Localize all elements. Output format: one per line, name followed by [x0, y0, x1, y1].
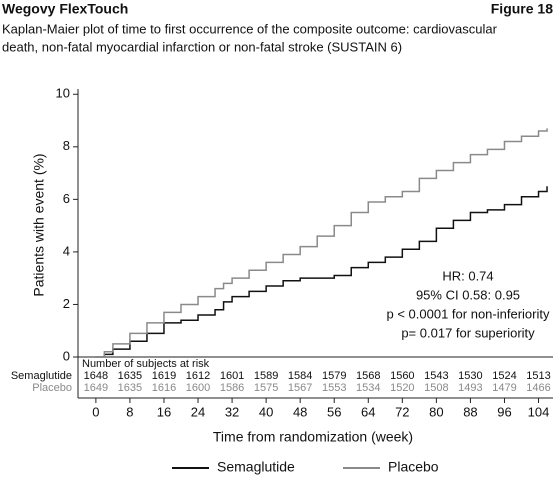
risk-value: 1648: [84, 370, 108, 382]
risk-value: 1479: [492, 382, 516, 394]
x-tick-label: 16: [157, 404, 171, 419]
x-tick-label: 0: [92, 404, 99, 419]
risk-value: 1530: [458, 370, 482, 382]
risk-value: 1584: [288, 370, 312, 382]
x-tick-label: 104: [528, 404, 550, 419]
risk-row-name: Placebo: [32, 382, 72, 394]
annotation: p= 0.017 for superiority: [401, 325, 535, 340]
risk-value: 1619: [152, 370, 176, 382]
y-tick-label: 10: [56, 86, 70, 101]
x-tick-label: 8: [126, 404, 133, 419]
risk-value: 1649: [84, 382, 108, 394]
legend-label: Semaglutide: [217, 459, 295, 475]
km-curve: [95, 128, 548, 358]
risk-value: 1635: [118, 370, 142, 382]
risk-value: 1560: [390, 370, 414, 382]
legend-label: Placebo: [388, 459, 439, 475]
risk-value: 1466: [526, 382, 550, 394]
risk-table-title: Number of subjects at risk: [82, 358, 210, 370]
y-tick-label: 0: [63, 348, 70, 363]
y-axis-title: Patients with event (%): [31, 153, 47, 296]
chart-title-line2: death, non-fatal myocardial infarction o…: [2, 39, 402, 54]
risk-value: 1513: [526, 370, 550, 382]
risk-value: 1508: [424, 382, 448, 394]
x-tick-label: 48: [293, 404, 307, 419]
x-tick-label: 40: [259, 404, 273, 419]
risk-value: 1567: [288, 382, 312, 394]
x-axis-title: Time from randomization (week): [213, 429, 413, 445]
y-tick-label: 4: [63, 243, 70, 258]
risk-value: 1553: [322, 382, 346, 394]
figure-label: Figure 18: [491, 1, 553, 17]
x-tick-label: 24: [191, 404, 205, 419]
y-tick-label: 2: [63, 296, 70, 311]
risk-value: 1600: [186, 382, 210, 394]
risk-value: 1601: [220, 370, 244, 382]
y-tick-label: 6: [63, 191, 70, 206]
risk-value: 1568: [356, 370, 380, 382]
annotation: p < 0.0001 for non-inferiority: [387, 306, 550, 321]
risk-value: 1589: [254, 370, 278, 382]
y-tick-label: 8: [63, 138, 70, 153]
risk-value: 1635: [118, 382, 142, 394]
annotation: HR: 0.74: [442, 268, 493, 283]
x-tick-label: 72: [395, 404, 409, 419]
risk-value: 1579: [322, 370, 346, 382]
risk-value: 1520: [390, 382, 414, 394]
risk-value: 1575: [254, 382, 278, 394]
risk-value: 1524: [492, 370, 516, 382]
x-tick-label: 56: [327, 404, 341, 419]
risk-value: 1612: [186, 370, 210, 382]
annotation: 95% CI 0.58: 0.95: [416, 287, 520, 302]
x-tick-label: 96: [497, 404, 511, 419]
risk-value: 1543: [424, 370, 448, 382]
header: Wegovy FlexTouch: [2, 1, 128, 17]
x-tick-label: 64: [361, 404, 375, 419]
risk-value: 1586: [220, 382, 244, 394]
x-tick-label: 88: [463, 404, 477, 419]
x-tick-label: 32: [225, 404, 239, 419]
chart-title: Kaplan-Maier plot of time to first occur…: [2, 21, 498, 36]
risk-value: 1616: [152, 382, 176, 394]
risk-row-name: Semaglutide: [11, 370, 72, 382]
x-tick-label: 80: [429, 404, 443, 419]
km-curve: [95, 186, 548, 358]
risk-value: 1493: [458, 382, 482, 394]
risk-value: 1534: [356, 382, 380, 394]
